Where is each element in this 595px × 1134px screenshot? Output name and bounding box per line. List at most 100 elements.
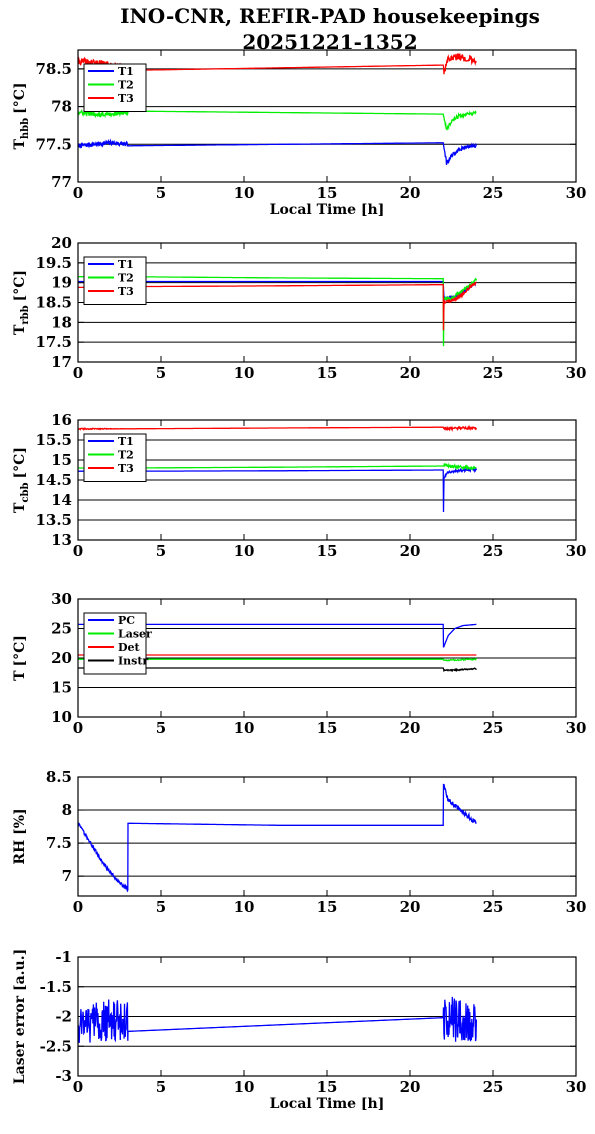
x-tick-label: 30 [566,542,587,560]
x-tick-label: 15 [317,364,338,382]
y-tick-label: 14.5 [35,471,72,489]
legend-label: T3 [118,462,134,475]
y-tick-label: 15 [51,451,72,469]
x-tick-label: 5 [156,542,166,560]
x-tick-label: 0 [73,542,83,560]
plot-frame [77,49,577,183]
y-tick-label: 78 [51,98,72,116]
y-axis-label: RH [%] [12,808,28,864]
legend-box [83,612,147,675]
y-tick-label: 18.5 [35,294,72,312]
y-axis-label: Trbb[°C] [12,270,31,335]
series-line-t1 [78,138,478,165]
x-tick-label: 0 [73,898,83,916]
x-tick-label: 20 [400,364,421,382]
plot-frame [77,956,577,1077]
y-tick-label: -3 [55,1067,72,1085]
y-tick-label: 8.5 [46,768,72,786]
x-tick-label: 5 [156,184,166,202]
y-tick-label: 20 [51,649,72,667]
y-axis-label: Thbb[°C] [12,82,31,149]
legend-label: Laser [118,628,152,641]
y-axis-label: T[°C] [12,635,28,681]
y-tick-label: -2.5 [40,1037,72,1055]
y-tick-label: 8 [62,801,72,819]
legend-label: Det [118,641,141,654]
plot-frame [77,419,577,541]
x-tick-label: 30 [566,898,587,916]
y-axis-label: Tcbb[°C] [12,447,31,513]
x-tick-label: 15 [317,184,338,202]
y-tick-label: 13.5 [35,511,72,529]
x-tick-label: 25 [483,719,504,737]
series-line-t2 [78,108,477,131]
y-tick-label: 15 [51,679,72,697]
y-tick-label: 10 [51,708,72,726]
x-tick-label: 15 [317,1078,338,1096]
x-axis-label: Local Time [h] [270,202,385,218]
x-tick-label: 0 [73,719,83,737]
y-tick-label: 16 [51,411,72,429]
x-tick-label: 30 [566,719,587,737]
x-tick-label: 20 [400,719,421,737]
x-tick-label: 10 [234,184,255,202]
x-tick-label: 20 [400,542,421,560]
legend-label: T1 [118,65,134,78]
x-tick-label: 30 [566,364,587,382]
legend-label: T2 [118,79,134,92]
x-tick-label: 0 [73,1078,83,1096]
series-line-s1 [78,783,477,893]
x-tick-label: 20 [400,1078,421,1096]
x-tick-label: 25 [483,364,504,382]
panel-6: -3 -2.5 -2 -1.5 -1 0 5 10 15 20 25 30 Laser error [a… [12,948,586,1112]
panel-5: 7 7.5 8 8.5 0 5 10 15 20 25 30 RH [%] [12,768,586,916]
y-tick-label: 77 [51,173,72,191]
x-tick-label: 15 [317,898,338,916]
y-tick-label: 77.5 [35,135,72,153]
y-tick-label: 17.5 [35,333,72,351]
x-tick-label: 20 [400,898,421,916]
legend-label: T3 [118,92,134,105]
y-tick-label: 19.5 [35,254,72,272]
plot-frame [77,242,577,363]
y-tick-label: 14 [51,491,72,509]
y-axis-label: Laser error [a.u.] [12,949,28,1084]
x-tick-label: 10 [234,719,255,737]
y-tick-label: 78.5 [35,60,72,78]
x-tick-label: 30 [566,184,587,202]
x-tick-label: 25 [483,898,504,916]
x-tick-label: 10 [234,364,255,382]
legend-label: Instr [118,655,148,668]
legend-label: T1 [118,258,134,271]
legend-label: T1 [118,435,134,448]
x-tick-label: 15 [317,719,338,737]
x-tick-label: 25 [483,184,504,202]
y-tick-label: 20 [51,234,72,252]
series-line-t3 [78,425,477,432]
x-tick-label: 25 [483,1078,504,1096]
legend-label: PC [118,614,135,627]
x-tick-label: 5 [156,1078,166,1096]
y-tick-label: -1.5 [40,978,72,996]
x-tick-label: 5 [156,364,166,382]
y-tick-label: 25 [51,620,72,638]
legend-label: T3 [118,285,134,298]
legend-label: T2 [118,272,134,285]
y-tick-label: 13 [51,531,72,549]
x-tick-label: 5 [156,898,166,916]
plot-frame [77,598,577,718]
series-line-s1 [78,996,478,1043]
x-tick-label: 30 [566,1078,587,1096]
x-tick-label: 15 [317,542,338,560]
figure-title-line1: INO-CNR, REFIR-PAD housekeepings [120,4,540,28]
y-tick-label: 7 [62,867,72,885]
x-tick-label: 10 [234,898,255,916]
y-tick-label: 15.5 [35,431,72,449]
x-tick-label: 0 [73,184,83,202]
x-axis-label: Local Time [h] [270,1096,385,1112]
